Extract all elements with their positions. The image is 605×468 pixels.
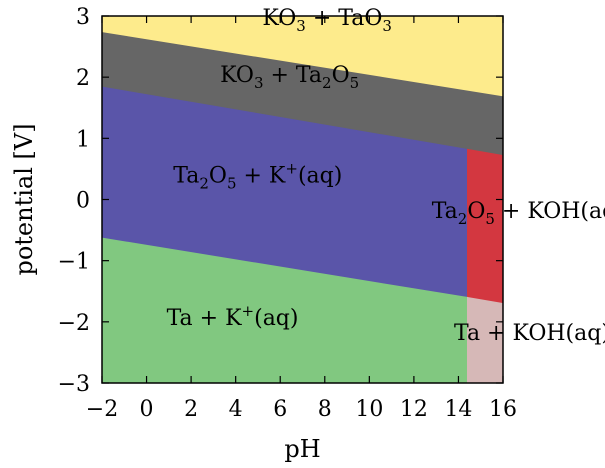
region-label-ta-koh-aq: Ta + KOH(aq)	[454, 321, 605, 346]
x-tick-label: 2	[184, 397, 198, 422]
y-tick-label: −2	[58, 311, 90, 336]
x-tick-label: 12	[400, 397, 428, 422]
y-tick-label: 1	[76, 127, 90, 152]
y-tick-label: −3	[58, 372, 90, 397]
x-tick-label: 4	[229, 397, 243, 422]
region-label-ta-k-aq: Ta + K+(aq)	[167, 302, 299, 331]
region-label-ko3-ta2o5: KO3 + Ta2O5	[220, 63, 359, 92]
y-axis: −3 −2 −1 0 1 2 3	[58, 5, 503, 397]
x-tick-label: 0	[140, 397, 154, 422]
x-axis-label: pH	[284, 435, 320, 463]
region-label-ta2o5-koh-aq: Ta2O5 + KOH(aq)	[432, 199, 605, 228]
region-label-layer: KO3 + TaO3 KO3 + Ta2O5 Ta2O5 + K+(aq) Ta2O5…	[167, 6, 605, 346]
x-tick-label: 6	[273, 397, 287, 422]
x-tick-label: 8	[318, 397, 332, 422]
x-tick-label: 14	[444, 397, 472, 422]
region-layer	[101, 15, 504, 384]
region-label-ko3-tao3: KO3 + TaO3	[262, 6, 392, 35]
y-axis-label: potential [V]	[10, 123, 38, 275]
x-tick-label: 16	[489, 397, 517, 422]
region-label-ta2o5-k-aq: Ta2O5 + K+(aq)	[173, 159, 342, 192]
x-tick-label: 10	[355, 397, 383, 422]
y-tick-label: −1	[58, 250, 90, 275]
y-tick-label: 3	[76, 5, 90, 30]
x-axis: −2 0 2 4 6 8 10 12 14 16	[86, 16, 517, 422]
y-tick-label: 2	[76, 66, 90, 91]
y-tick-label: 0	[76, 189, 90, 214]
x-tick-label: −2	[86, 397, 118, 422]
